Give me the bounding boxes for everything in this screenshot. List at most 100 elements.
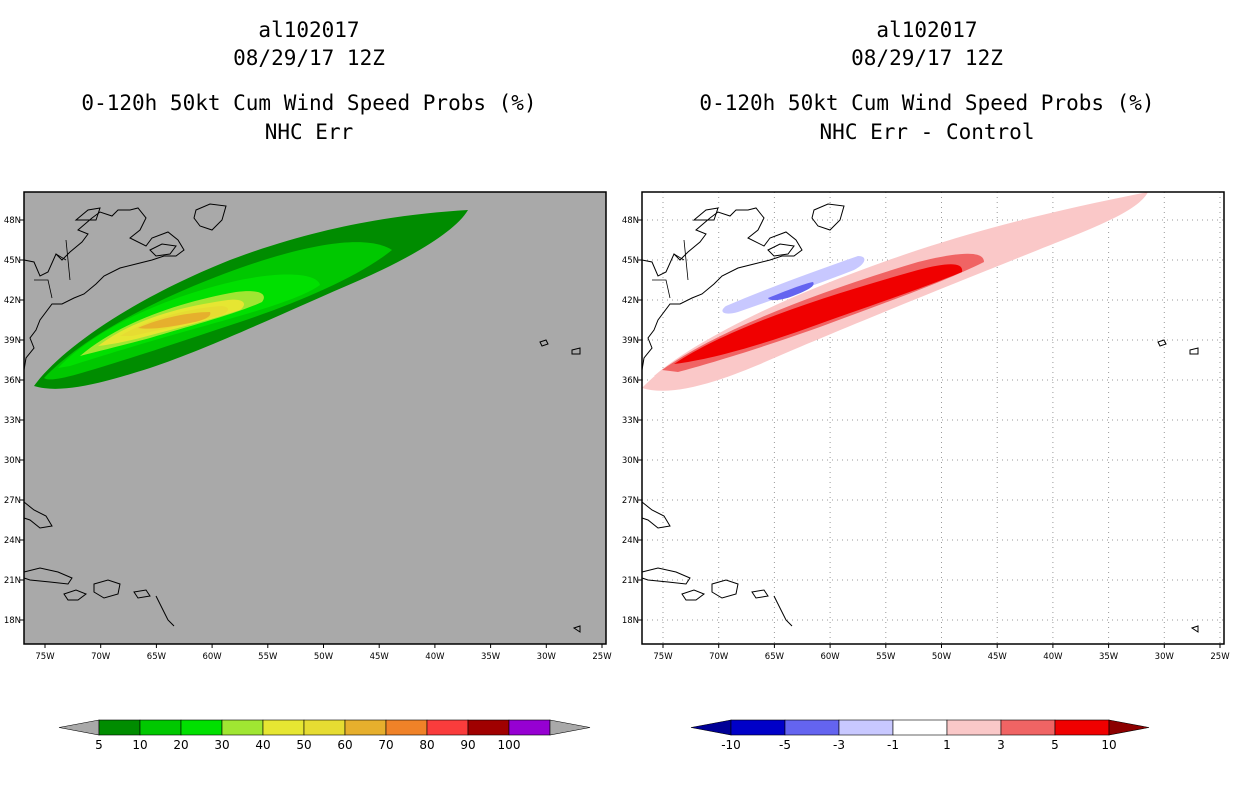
colorbar-label: -5 (779, 738, 791, 752)
lat-label: 24N (4, 536, 21, 546)
azores (539, 339, 549, 347)
lat-label: 42N (4, 296, 21, 306)
colorbar-label: 40 (255, 738, 270, 752)
lat-label: 30N (4, 456, 21, 466)
graticule (642, 192, 1224, 644)
florida-coast (23, 500, 53, 529)
state-border (34, 279, 53, 299)
colorbar-box (784, 719, 840, 736)
panel-subtitle: NHC Err (264, 120, 354, 144)
puerto-rico (133, 589, 151, 599)
lesser-antilles (773, 595, 793, 627)
colorbar-label: -1 (887, 738, 899, 752)
colorbar-boxes (58, 719, 591, 736)
azores-east (1189, 347, 1199, 355)
colorbar-box (892, 719, 948, 736)
jamaica (63, 589, 88, 601)
map-frame (23, 191, 607, 645)
colorbar-box (303, 719, 346, 736)
lon-label: 45W (988, 652, 1008, 662)
lon-label: 70W (709, 652, 729, 662)
colorbar-label: 5 (95, 738, 103, 752)
labrador-coast (74, 207, 101, 221)
lat-label: 39N (4, 336, 21, 346)
colorbar-label: 1 (943, 738, 951, 752)
puerto-rico (751, 589, 769, 599)
colorbar-left-arrow (690, 719, 732, 736)
right-panel: al102017 08/29/17 12Z 0-120h 50kt Cum Wi… (618, 0, 1236, 800)
hispaniola (711, 579, 739, 599)
lon-label: 60W (202, 652, 222, 662)
colorbar-label: 5 (1051, 738, 1059, 752)
panel-subtitle: NHC Err - Control (819, 120, 1035, 144)
colorbar-boxes (690, 719, 1150, 736)
lon-label: 60W (820, 652, 840, 662)
colorbar-label: -10 (721, 738, 741, 752)
lon-label: 30W (1155, 652, 1175, 662)
lat-label: 42N (622, 296, 639, 306)
diff-negative-band (722, 256, 865, 314)
hispaniola (93, 579, 121, 599)
lat-label: 21N (4, 576, 21, 586)
axes: 75W 70W 65W 60W 55W 50W 45W 40W 35W 30W 25W 48N 45N 4… (622, 191, 1230, 662)
storm-id: al102017 (258, 18, 360, 42)
lat-label: 18N (4, 616, 21, 626)
colorbar-label: 70 (378, 738, 393, 752)
colorbar-label: 10 (132, 738, 147, 752)
lon-label: 25W (592, 652, 612, 662)
colorbar-box (385, 719, 428, 736)
datetime: 08/29/17 12Z (851, 46, 1003, 70)
lat-label: 33N (622, 416, 639, 426)
colorbar-box (467, 719, 510, 736)
coastlines (23, 203, 581, 633)
azores (1157, 339, 1167, 347)
colorbar-box (1054, 719, 1110, 736)
lat-label: 36N (4, 376, 21, 386)
colorbar-label: 20 (173, 738, 188, 752)
lat-label: 24N (622, 536, 639, 546)
colorbar-box (730, 719, 786, 736)
coastlines (641, 203, 1199, 633)
lesser-antilles (155, 595, 175, 627)
lat-label: 39N (622, 336, 639, 346)
colorbar-label: 100 (498, 738, 521, 752)
colorbar-label: 3 (997, 738, 1005, 752)
lat-label: 27N (4, 496, 21, 506)
lon-label: 65W (147, 652, 167, 662)
lon-label: 35W (481, 652, 501, 662)
colorbar-label: 60 (337, 738, 352, 752)
colorbar-left-arrow (58, 719, 100, 736)
difference-swath (642, 192, 1148, 391)
lon-label: 75W (35, 652, 55, 662)
difference-map: 75W 70W 65W 60W 55W 50W 45W 40W 35W 30W 25W 48N 45N 4… (622, 191, 1230, 662)
lat-label: 36N (622, 376, 639, 386)
lon-label: 55W (258, 652, 278, 662)
cuba (23, 567, 73, 585)
north-america-coast (23, 207, 185, 371)
lat-label: 18N (622, 616, 639, 626)
probability-map: 75W 70W 65W 60W 55W 50W 45W 40W 35W 30W 25W 48N 45N 4… (4, 191, 612, 662)
colorbar-label: 50 (296, 738, 311, 752)
lat-label: 48N (4, 216, 21, 226)
colorbar-box (180, 719, 223, 736)
colorbar-box (221, 719, 264, 736)
colorbar-box (98, 719, 141, 736)
lon-label: 40W (425, 652, 445, 662)
colorbar-label: 30 (214, 738, 229, 752)
colorbar-box (1000, 719, 1056, 736)
lat-label: 30N (622, 456, 639, 466)
lon-label: 45W (370, 652, 390, 662)
lat-label: 45N (4, 256, 21, 266)
colorbar-box (838, 719, 894, 736)
nova-scotia (149, 243, 177, 257)
border-lines (673, 239, 689, 281)
lon-label: 25W (1210, 652, 1230, 662)
colorbar-box (344, 719, 387, 736)
north-america-coast (641, 207, 803, 371)
lon-label: 40W (1043, 652, 1063, 662)
lon-label: 50W (314, 652, 334, 662)
lat-label: 45N (622, 256, 639, 266)
lon-label: 50W (932, 652, 952, 662)
colorbar-label: 10 (1101, 738, 1116, 752)
colorbar-box (139, 719, 182, 736)
